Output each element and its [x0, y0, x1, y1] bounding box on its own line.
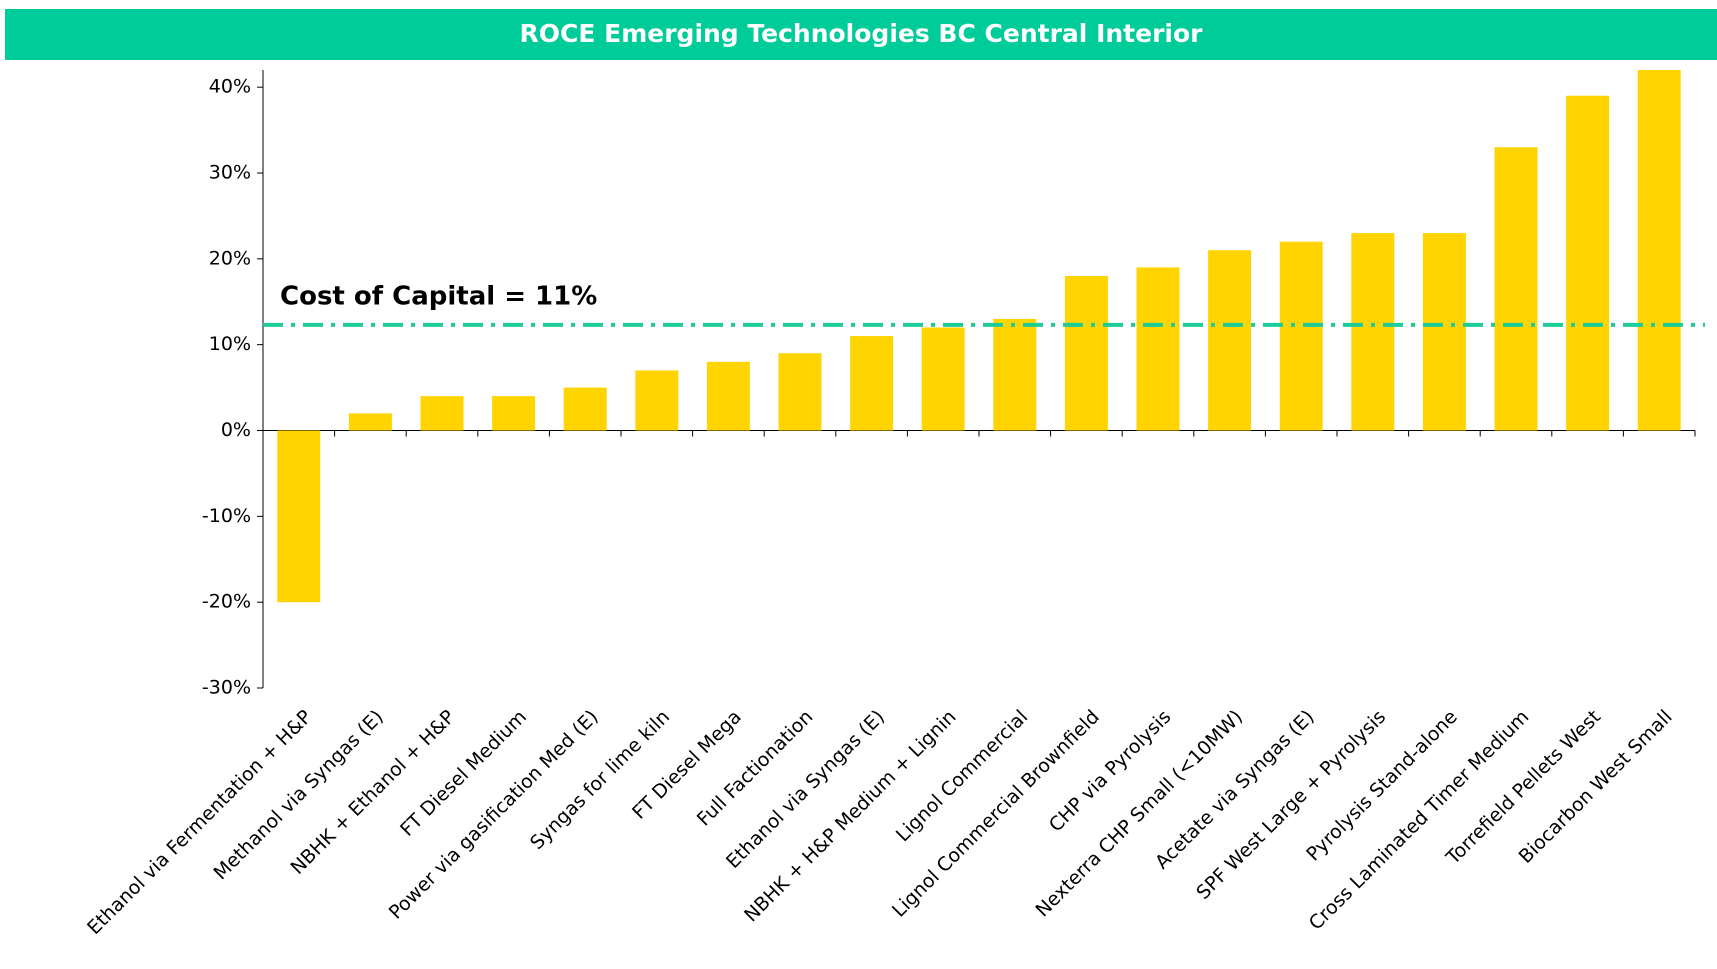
x-tick-label: CHP via Pyrolysis [1045, 706, 1176, 837]
bar [1637, 70, 1681, 431]
bar [1064, 276, 1108, 431]
bar [492, 396, 536, 431]
y-tick-label: -30% [202, 677, 251, 699]
reference-label: Cost of Capital = 11% [280, 281, 597, 311]
bar [1351, 233, 1395, 431]
bar [1566, 95, 1610, 431]
y-tick-label: 0% [221, 419, 251, 441]
bar [1208, 250, 1252, 431]
bar [850, 336, 894, 431]
y-tick-label: -20% [202, 591, 251, 613]
y-tick-label: 10% [209, 333, 251, 355]
bar [420, 396, 464, 431]
chart-title: ROCE Emerging Technologies BC Central In… [520, 19, 1204, 48]
bar [993, 318, 1037, 431]
bar [1279, 241, 1323, 431]
bar [277, 430, 321, 603]
bar [921, 327, 965, 431]
bar [1136, 267, 1180, 431]
bar [706, 361, 750, 431]
bar [778, 353, 822, 431]
bar [348, 413, 392, 431]
y-tick-label: 30% [209, 162, 251, 184]
bar [563, 387, 607, 431]
x-tick-label: FT Diesel Medium [396, 706, 531, 841]
x-tick-label: Syngas for lime kiln [526, 706, 674, 854]
bar [635, 370, 679, 431]
bar [1494, 147, 1538, 431]
y-tick-label: 40% [209, 76, 251, 98]
x-tick-label: Lignol Commercial [892, 706, 1032, 846]
y-tick-label: -10% [202, 505, 251, 527]
y-tick-label: 20% [209, 247, 251, 269]
bar [1422, 233, 1466, 431]
title-bar [5, 9, 1717, 60]
